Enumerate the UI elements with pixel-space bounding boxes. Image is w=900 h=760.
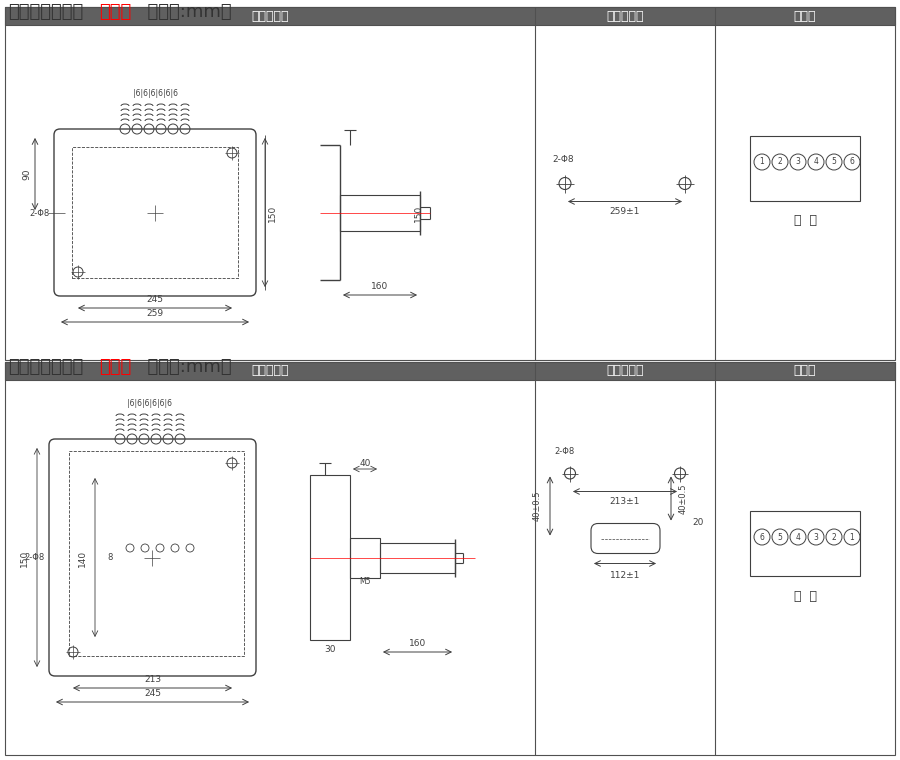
- Text: |6|6|6|6|6|6: |6|6|6|6|6|6: [132, 90, 177, 99]
- Text: 150: 150: [267, 204, 276, 222]
- Text: 150: 150: [20, 549, 29, 567]
- Text: （单位:mm）: （单位:mm）: [136, 3, 231, 21]
- Text: 单相过流凸出式: 单相过流凸出式: [8, 358, 83, 376]
- Text: |6|6|6|6|6|6: |6|6|6|6|6|6: [128, 400, 173, 409]
- Text: 112±1: 112±1: [610, 571, 640, 579]
- Text: 259: 259: [147, 309, 164, 318]
- Bar: [69, 451, 244, 656]
- Text: 6: 6: [760, 533, 764, 541]
- Text: 2-Φ8: 2-Φ8: [25, 553, 45, 562]
- Text: 后接线: 后接线: [99, 358, 131, 376]
- Text: M5: M5: [359, 577, 371, 585]
- Text: 6: 6: [850, 157, 854, 166]
- Text: 160: 160: [409, 639, 426, 648]
- Text: 端子图: 端子图: [794, 365, 816, 378]
- Text: 3: 3: [796, 157, 800, 166]
- Text: 外形尺寸图: 外形尺寸图: [251, 10, 289, 23]
- Bar: [750, 136, 860, 201]
- Text: 213±1: 213±1: [610, 498, 640, 506]
- Text: 2-Φ8: 2-Φ8: [30, 208, 50, 217]
- Text: 40±0.5: 40±0.5: [679, 483, 688, 514]
- Text: 3: 3: [814, 533, 818, 541]
- Bar: [72, 147, 238, 278]
- Text: 5: 5: [832, 157, 836, 166]
- Text: 安装开孔图: 安装开孔图: [607, 365, 644, 378]
- Text: （单位:mm）: （单位:mm）: [136, 358, 231, 376]
- Text: 245: 245: [144, 689, 161, 698]
- Bar: [350, 538, 380, 578]
- Text: 4: 4: [814, 157, 818, 166]
- Bar: [5, 362, 895, 380]
- Text: 90: 90: [22, 168, 31, 180]
- Bar: [340, 195, 420, 231]
- Text: 4: 4: [796, 533, 800, 541]
- Bar: [5, 362, 895, 755]
- Text: 8: 8: [107, 553, 112, 562]
- Text: 前接线: 前接线: [99, 3, 131, 21]
- Text: 2: 2: [778, 157, 782, 166]
- Text: 安装开孔图: 安装开孔图: [607, 10, 644, 23]
- Bar: [310, 475, 350, 640]
- Text: 30: 30: [324, 645, 336, 654]
- Text: 5: 5: [778, 533, 782, 541]
- Text: 20: 20: [692, 518, 704, 527]
- Text: 端子图: 端子图: [794, 10, 816, 23]
- Text: 245: 245: [147, 295, 164, 304]
- Text: 前  视: 前 视: [794, 214, 816, 227]
- Text: 单相过流凸出式: 单相过流凸出式: [8, 3, 83, 21]
- Text: 259±1: 259±1: [610, 207, 640, 217]
- Bar: [5, 7, 895, 360]
- Bar: [750, 511, 860, 576]
- Text: 背  视: 背 视: [794, 590, 816, 603]
- Text: 2-Φ8: 2-Φ8: [553, 154, 574, 163]
- Text: 40±0.5: 40±0.5: [533, 491, 542, 521]
- Text: 外形尺寸图: 外形尺寸图: [251, 365, 289, 378]
- Text: 150: 150: [413, 204, 422, 222]
- Text: 2: 2: [832, 533, 836, 541]
- Text: 2-Φ8: 2-Φ8: [555, 447, 575, 455]
- Text: 213: 213: [144, 675, 161, 684]
- Text: 1: 1: [760, 157, 764, 166]
- Text: 140: 140: [78, 549, 87, 566]
- Text: 1: 1: [850, 533, 854, 541]
- Bar: [380, 543, 455, 573]
- Text: 40: 40: [359, 458, 371, 467]
- Bar: [5, 7, 895, 25]
- Text: 160: 160: [372, 282, 389, 291]
